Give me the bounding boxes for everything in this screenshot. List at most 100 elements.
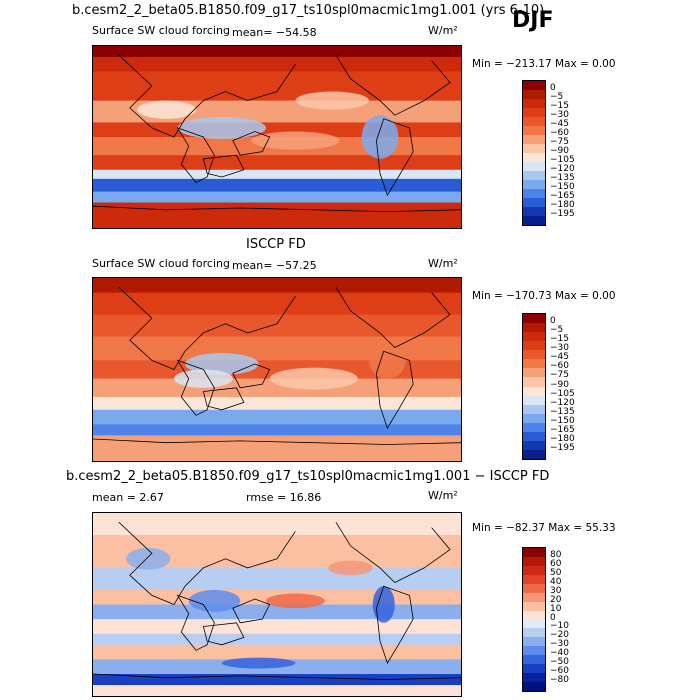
colorbar-tick-label: 0	[550, 83, 556, 93]
panel1-units: W/m²	[428, 24, 458, 37]
field-anomaly	[295, 91, 369, 110]
season-label: DJF	[512, 8, 554, 33]
field-band	[93, 71, 461, 102]
colorbar-swatch	[523, 431, 545, 441]
colorbar-tick-label: −80	[550, 675, 569, 686]
colorbar-tick-label: −30	[550, 639, 569, 650]
colorbar-tick-label: −5	[550, 92, 564, 102]
field-band	[93, 424, 461, 437]
panel2-title: ISCCP FD	[246, 237, 306, 252]
colorbar-tick-label: −30	[550, 343, 569, 354]
colorbar-swatch	[523, 81, 545, 90]
colorbar-swatch	[523, 655, 545, 665]
coastline	[202, 387, 245, 411]
colorbar-tick-label: −180	[550, 200, 575, 210]
colorbar-swatch	[523, 413, 545, 423]
coastline	[118, 54, 296, 138]
colorbar-swatch	[523, 583, 545, 593]
colorbar-swatch	[523, 153, 545, 162]
field-band	[93, 409, 461, 426]
field-band	[93, 191, 461, 204]
coastline	[232, 598, 271, 624]
colorbar-tick-label: −120	[550, 164, 575, 174]
colorbar-swatch	[523, 162, 545, 171]
field-band	[93, 278, 461, 294]
field-anomaly	[126, 547, 171, 570]
colorbar-swatch	[523, 404, 545, 414]
colorbar-tick-label: −150	[550, 182, 575, 192]
field-band	[93, 314, 461, 338]
field-anomaly	[188, 589, 241, 612]
field-anomaly	[269, 367, 358, 390]
field-band	[93, 435, 461, 461]
colorbar-tick-label: −90	[550, 146, 569, 156]
colorbar-swatch	[523, 548, 545, 557]
colorbar-tick-label: −20	[550, 630, 569, 641]
field-band	[93, 633, 461, 646]
colorbar-swatch	[523, 395, 545, 405]
panel2-minmax: Min = −170.73 Max = 0.00	[472, 290, 616, 302]
field-band	[93, 46, 461, 58]
coastline	[93, 673, 461, 680]
panel3-rmse: rmse = 16.86	[246, 491, 322, 504]
panel3-minmax: Min = −82.37 Max = 55.33	[472, 522, 616, 534]
colorbar-swatch	[523, 144, 545, 153]
coastline	[176, 359, 215, 416]
colorbar-tick-label: −135	[550, 173, 575, 183]
coastline	[202, 622, 245, 646]
colorbar-swatch	[523, 610, 545, 620]
colorbar-swatch	[523, 171, 545, 180]
field-band	[93, 292, 461, 316]
panel3-units: W/m²	[428, 489, 458, 502]
panel3-title: b.cesm2_2_beta05.B1850.f09_g17_ts10spl0m…	[66, 469, 550, 484]
colorbar-swatch	[523, 189, 545, 198]
coastline	[118, 286, 296, 371]
colorbar-tick-label: −60	[550, 666, 569, 677]
coastline	[93, 205, 461, 213]
colorbar-swatch	[523, 180, 545, 189]
panel1-mean: mean= −54.58	[232, 26, 317, 39]
colorbar-tick-label: −10	[550, 621, 569, 632]
colorbar-tick-label: −135	[550, 406, 575, 417]
colorbar-swatch	[523, 368, 545, 378]
figure-title: b.cesm2_2_beta05.B1850.f09_g17_ts10spl0m…	[72, 3, 545, 18]
colorbar-tick-label: −75	[550, 370, 569, 381]
panel3-map	[92, 512, 462, 697]
panel1-map	[92, 45, 462, 229]
colorbar-tick-label: −90	[550, 379, 569, 390]
colorbar-swatch	[523, 126, 545, 135]
field-band	[93, 396, 461, 411]
field-anomaly	[251, 131, 340, 150]
colorbar-tick-label: 40	[550, 576, 562, 587]
colorbar-swatch	[523, 449, 545, 459]
colorbar-swatch	[523, 207, 545, 216]
colorbar-tick-label: −180	[550, 433, 575, 444]
field-anomaly	[177, 116, 266, 139]
colorbar-tick-label: −40	[550, 648, 569, 659]
colorbar-swatch	[523, 664, 545, 674]
colorbar-swatch	[523, 673, 545, 683]
panel3-colorbar	[522, 547, 546, 692]
coastline	[375, 118, 414, 197]
colorbar-tick-label: −15	[550, 101, 569, 111]
colorbar-tick-label: −105	[550, 155, 575, 165]
colorbar-swatch	[523, 117, 545, 126]
colorbar-tick-label: −60	[550, 361, 569, 372]
panel1-minmax: Min = −213.17 Max = 0.00	[472, 58, 616, 70]
colorbar-swatch	[523, 314, 545, 324]
colorbar-tick-label: −75	[550, 137, 569, 147]
panel2-variable: Surface SW cloud forcing	[92, 257, 230, 270]
panel2-colorbar	[522, 313, 546, 460]
colorbar-tick-label: 0	[550, 316, 556, 327]
colorbar-tick-label: 60	[550, 558, 562, 569]
colorbar-tick-label: −5	[550, 325, 564, 336]
colorbar-tick-label: −165	[550, 424, 575, 435]
field-band	[93, 56, 461, 73]
coastline	[202, 154, 245, 178]
colorbar-swatch	[523, 90, 545, 99]
field-band	[93, 155, 461, 171]
field-band	[93, 644, 461, 661]
coastline	[335, 521, 451, 583]
coastline	[232, 363, 271, 389]
colorbar-swatch	[523, 565, 545, 575]
